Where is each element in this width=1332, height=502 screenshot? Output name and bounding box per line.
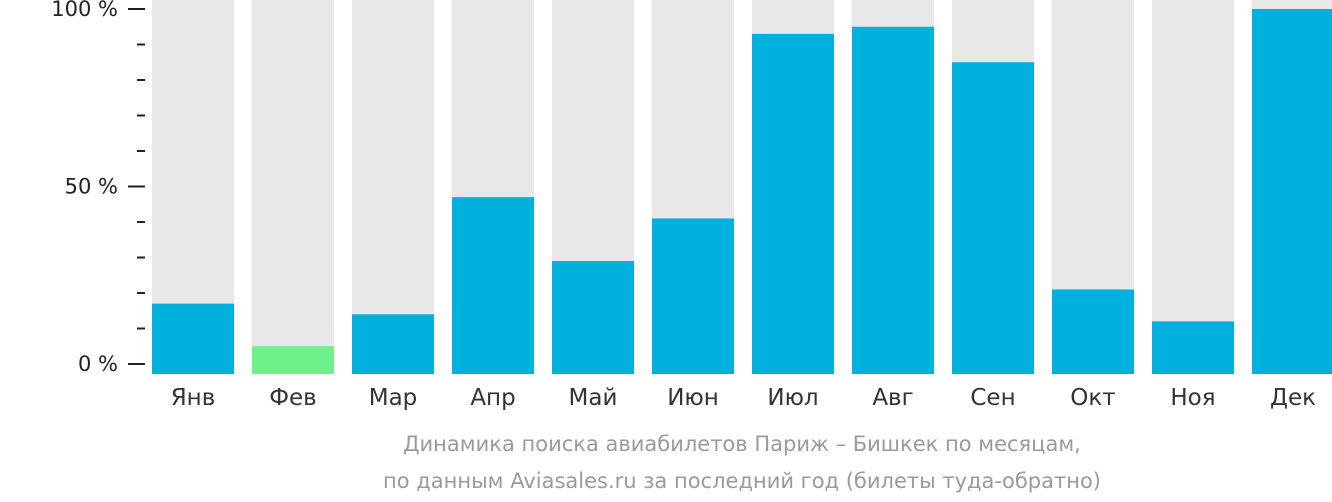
bar-chart: 0 % 50 % 100 % Янв Фев Мар Апр Май Июн Июл Авг Сен… [51, 0, 1332, 411]
x-tick-label: Июн [667, 385, 719, 411]
bar-3 [352, 314, 434, 374]
bar-track [252, 0, 334, 374]
x-tick-label: Фев [269, 385, 317, 411]
chart-caption-line-2: по данным Aviasales.ru за последний год … [383, 469, 1101, 493]
bar-track [1152, 0, 1234, 374]
x-tick-label: Апр [470, 385, 515, 411]
x-axis: Янв Фев Мар Апр Май Июн Июл Авг Сен Окт Ноя Дек [171, 385, 1316, 411]
bar-1 [152, 303, 234, 374]
x-tick-label: Янв [171, 385, 216, 411]
bar-6 [652, 218, 734, 374]
x-tick-label: Дек [1270, 385, 1316, 411]
bar-7 [752, 33, 834, 374]
bar-tracks [152, 0, 1332, 374]
bar-11 [1152, 321, 1234, 374]
y-tick-label: 100 % [51, 0, 118, 21]
x-tick-label: Мар [369, 385, 418, 411]
bar-4 [452, 197, 534, 374]
y-tick-label: 50 % [65, 175, 118, 199]
chart-caption-line-1: Динамика поиска авиабилетов Париж – Бишк… [403, 432, 1081, 456]
bar-9 [952, 62, 1034, 374]
bar-5 [552, 261, 634, 374]
bar-8 [852, 26, 934, 374]
bars [152, 9, 1332, 374]
y-axis: 0 % 50 % 100 % [51, 0, 145, 376]
bar-track [352, 0, 434, 374]
x-tick-label: Окт [1070, 385, 1115, 411]
x-tick-label: Ноя [1170, 385, 1215, 411]
x-tick-label: Авг [872, 385, 913, 411]
y-tick-label: 0 % [78, 352, 118, 376]
x-tick-label: Май [569, 385, 618, 411]
x-tick-label: Июл [767, 385, 818, 411]
bar-12 [1252, 9, 1332, 374]
x-tick-label: Сен [970, 385, 1015, 411]
bar-10 [1052, 289, 1134, 374]
bar-2 [252, 346, 334, 374]
